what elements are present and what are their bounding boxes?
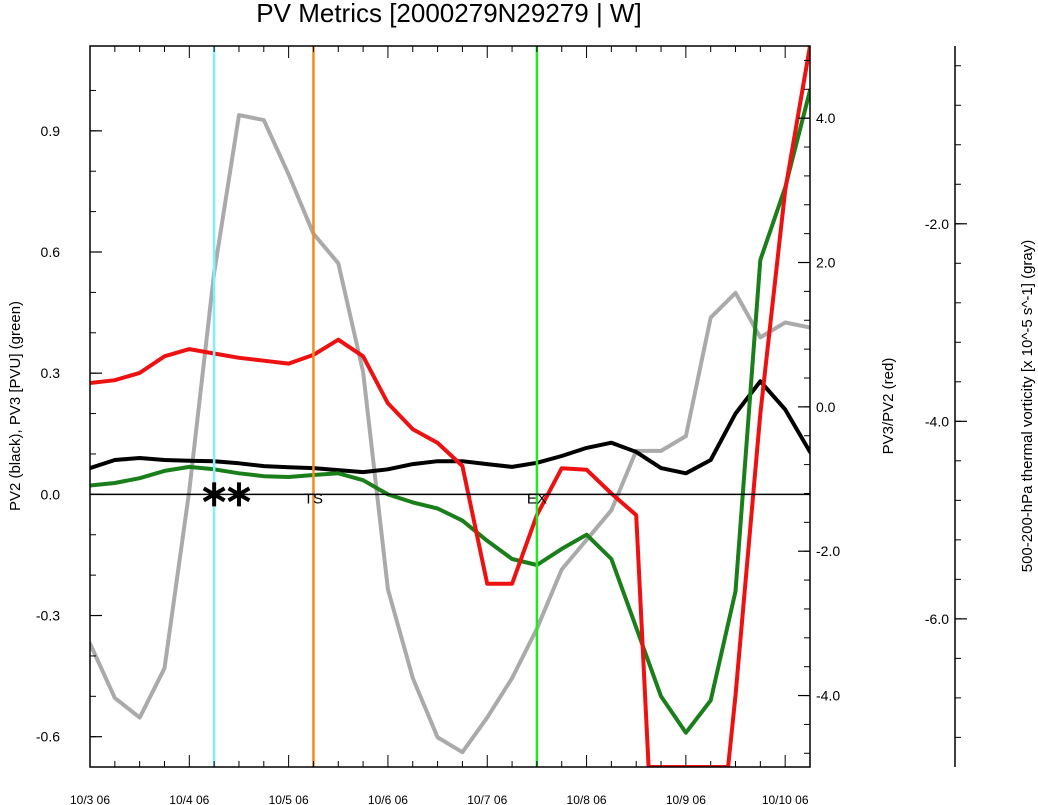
right-tick-label: 0.0 [816, 399, 836, 415]
far-tick-label: -4.0 [925, 413, 949, 429]
x-tick-label: 10/9 06 [666, 793, 706, 805]
vertical-event-lines [212, 46, 539, 767]
left-tick-label: 0.0 [41, 486, 61, 502]
star-marker-1 [227, 482, 251, 507]
left-tick-label: 0.9 [41, 123, 61, 139]
right-tick-label: -4.0 [816, 688, 840, 704]
right-tick-label: 2.0 [816, 255, 836, 271]
left-tick-label: 0.3 [41, 365, 61, 381]
far-right-axis: -6.0 -4.0 -2.0 [925, 46, 967, 767]
left-tick-label: -0.6 [36, 729, 60, 745]
star-marker-0 [202, 482, 226, 507]
chart-title: PV Metrics [2000279N29279 | W] [256, 0, 641, 28]
left-tick-label: -0.3 [36, 608, 60, 624]
far-right-axis-label: 500-200-hPa thermal vorticity [x 10^-5 s… [1019, 240, 1036, 573]
x-tick-label: 10/5 06 [269, 793, 309, 805]
star-stroke [227, 486, 251, 503]
left-axis: -0.6 -0.3 0.0 0.3 0.6 0.9 [36, 89, 102, 745]
left-tick-label: 0.6 [41, 244, 61, 260]
right-axis: -4.0 -2.0 0.0 2.0 4.0 [798, 59, 840, 754]
series-line-3 [90, 46, 810, 767]
x-axis: 10/3 06 10/4 06 10/5 06 10/6 06 10/7 06 10/8 … [70, 46, 811, 805]
right-tick-label: 4.0 [816, 110, 836, 126]
x-tick-label: 10/6 06 [368, 793, 408, 805]
series-layer [90, 46, 810, 767]
left-axis-label: PV2 (black), PV3 [PVU] (green) [7, 301, 24, 511]
series-line-0 [90, 113, 810, 755]
annotation-label-2: EX [527, 490, 547, 507]
annotation-label-1: TS [304, 490, 323, 507]
far-tick-label: -6.0 [925, 611, 949, 627]
x-tick-label: 10/4 06 [169, 793, 209, 805]
x-tick-label: 10/10 06 [762, 793, 809, 805]
far-tick-label: -2.0 [925, 216, 949, 232]
x-tick-label: 10/3 06 [70, 793, 110, 805]
x-tick-label: 10/8 06 [567, 793, 607, 805]
right-axis-label: PV3/PV2 (red) [880, 358, 897, 455]
series-line-1 [90, 379, 810, 476]
right-tick-label: -2.0 [816, 543, 840, 559]
series-line-2 [90, 88, 810, 735]
star-stroke [202, 486, 226, 503]
x-tick-label: 10/7 06 [467, 793, 507, 805]
